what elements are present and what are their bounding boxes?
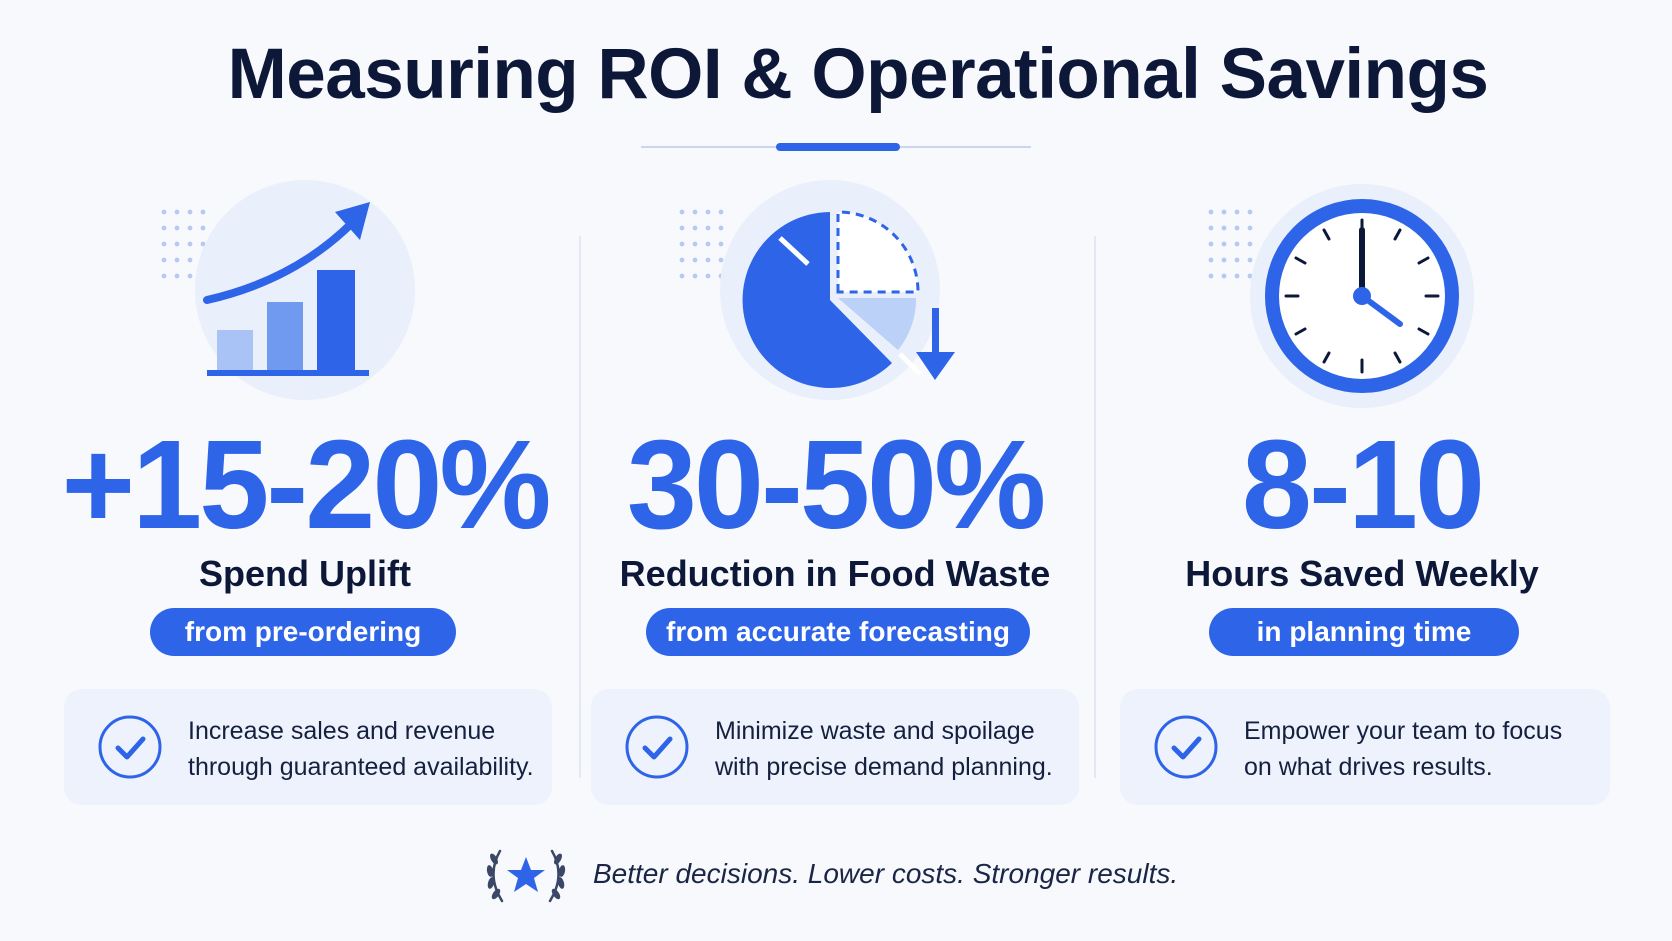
benefit-text: Minimize waste and spoilage with precise…	[715, 713, 1053, 785]
benefit-line: Minimize waste and spoilage	[715, 717, 1035, 745]
growth-chart-icon	[195, 180, 415, 400]
column-divider	[1094, 236, 1096, 778]
checkmark-icon	[1154, 715, 1218, 779]
metric-pill: from pre-ordering	[150, 608, 456, 656]
metric-spend-uplift: +15-20% Spend Uplift from pre-ordering I…	[55, 0, 555, 941]
metric-pill: from accurate forecasting	[646, 608, 1030, 656]
metric-pill: in planning time	[1209, 608, 1519, 656]
title-accent-bar	[776, 143, 900, 151]
benefit-text: Increase sales and revenue through guara…	[188, 713, 534, 785]
checkmark-icon	[625, 715, 689, 779]
metric-label: Hours Saved Weekly	[1185, 553, 1539, 594]
column-divider	[579, 236, 581, 778]
page-title: Measuring ROI & Operational Savings	[227, 35, 1489, 114]
metric-food-waste: 30-50% Reduction in Food Waste from accu…	[585, 0, 1085, 941]
metric-hours-saved: 8-10 Hours Saved Weekly in planning time…	[1112, 0, 1612, 941]
dot-grid-decoration	[1208, 209, 1253, 279]
benefit-line: Empower your team to focus	[1244, 717, 1563, 745]
benefit-card: Increase sales and revenue through guara…	[64, 689, 552, 805]
metric-value: 8-10	[1241, 414, 1485, 555]
metric-label: Spend Uplift	[199, 553, 411, 594]
metric-value: 30-50%	[626, 414, 1046, 555]
benefit-card: Minimize waste and spoilage with precise…	[591, 689, 1079, 805]
benefit-card: Empower your team to focus on what drive…	[1120, 689, 1610, 805]
metric-label: Reduction in Food Waste	[619, 553, 1051, 594]
benefit-line: through guaranteed availability.	[188, 753, 534, 781]
benefit-line: Increase sales and revenue	[188, 717, 496, 745]
pie-chart-decrease-icon	[720, 180, 955, 400]
metric-value: +15-20%	[61, 414, 552, 555]
benefit-line: on what drives results.	[1244, 753, 1493, 781]
checkmark-icon	[98, 715, 162, 779]
laurel-star-icon	[486, 849, 566, 903]
clock-icon	[1250, 184, 1474, 408]
footer-tagline: Better decisions. Lower costs. Stronger …	[593, 858, 1179, 889]
benefit-text: Empower your team to focus on what drive…	[1244, 713, 1562, 785]
benefit-line: with precise demand planning.	[715, 753, 1053, 781]
